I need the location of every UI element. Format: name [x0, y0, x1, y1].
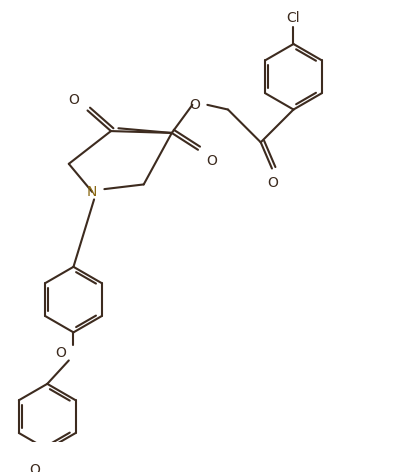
Text: N: N: [86, 185, 97, 199]
Text: Cl: Cl: [287, 11, 300, 25]
Text: O: O: [206, 154, 217, 169]
Text: O: O: [68, 93, 79, 107]
Text: O: O: [29, 463, 40, 472]
Text: O: O: [267, 176, 278, 190]
Text: O: O: [189, 98, 200, 112]
Text: O: O: [55, 346, 66, 360]
